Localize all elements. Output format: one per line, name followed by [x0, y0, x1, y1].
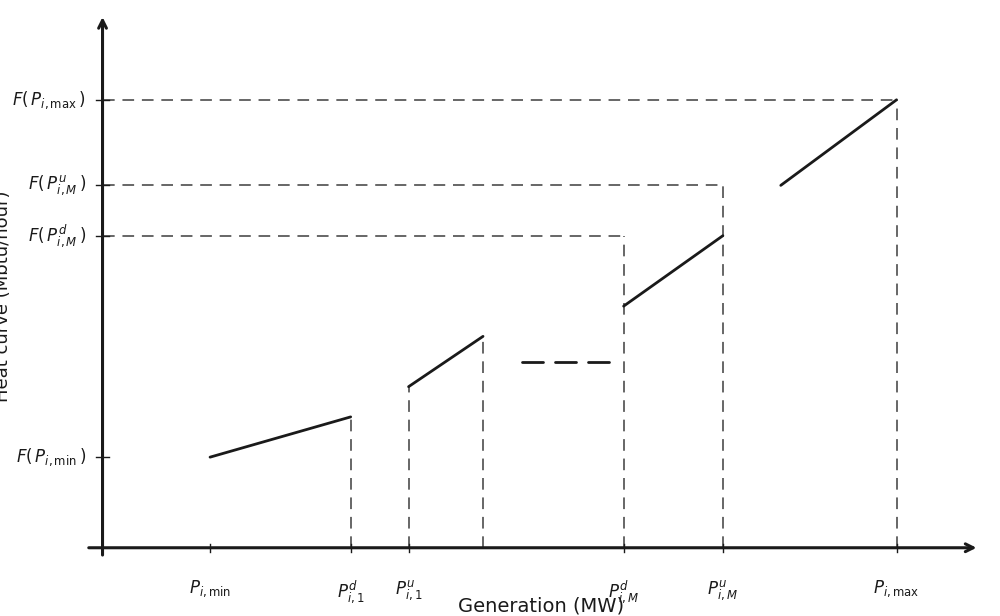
Text: $F(\,P_{i,\min}\,)$: $F(\,P_{i,\min}\,)$ [16, 447, 86, 468]
Text: Generation (MW): Generation (MW) [458, 596, 624, 615]
Text: $P_{i,\min}$: $P_{i,\min}$ [189, 578, 231, 599]
Text: $P^{u}_{i,M}$: $P^{u}_{i,M}$ [707, 578, 738, 602]
Text: $P^{d}_{i,M}$: $P^{d}_{i,M}$ [608, 578, 639, 605]
Text: $P_{i,\max}$: $P_{i,\max}$ [873, 578, 920, 599]
Text: $F(\,P^{u}_{i,M}\,)$: $F(\,P^{u}_{i,M}\,)$ [28, 174, 86, 197]
Text: $F(\,P^{d}_{i,M}\,)$: $F(\,P^{d}_{i,M}\,)$ [28, 222, 86, 249]
Text: $P^{u}_{i,1}$: $P^{u}_{i,1}$ [395, 578, 422, 602]
Text: $F(\,P_{i,\max}\,)$: $F(\,P_{i,\max}\,)$ [12, 89, 86, 111]
Text: $P^{d}_{i,1}$: $P^{d}_{i,1}$ [337, 578, 364, 605]
Text: Heat curve (Mbtu/hour): Heat curve (Mbtu/hour) [0, 190, 12, 402]
